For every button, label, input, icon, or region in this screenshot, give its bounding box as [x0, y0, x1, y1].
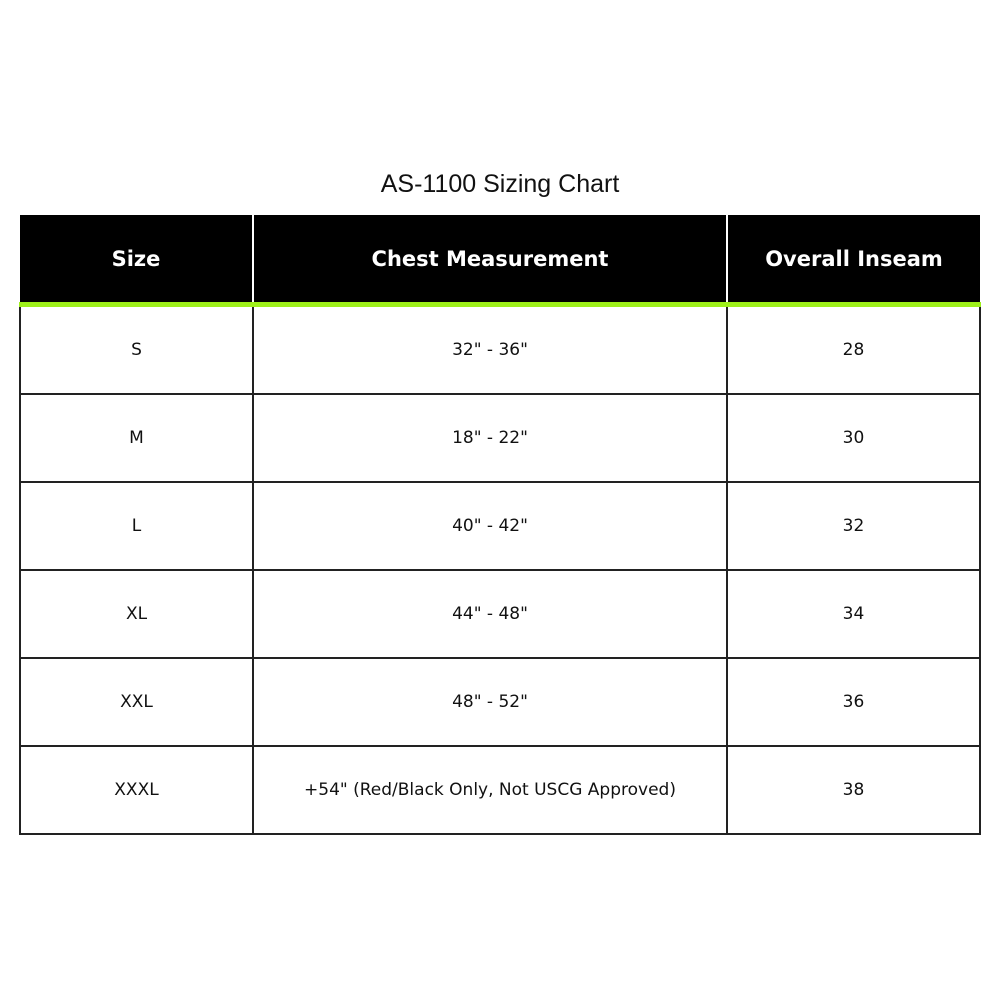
size-cell: L: [19, 481, 254, 571]
table-row: S 32" - 36" 28: [19, 303, 981, 395]
inseam-cell: 28: [726, 303, 981, 395]
chest-cell: +54" (Red/Black Only, Not USCG Approved): [252, 745, 728, 835]
inseam-cell: 38: [726, 745, 981, 835]
chest-cell: 44" - 48": [252, 569, 728, 659]
inseam-cell: 32: [726, 481, 981, 571]
size-cell: M: [19, 393, 254, 483]
header-row: Size Chest Measurement Overall Inseam: [20, 215, 980, 307]
header-size: Size: [20, 215, 254, 307]
inseam-cell: 36: [726, 657, 981, 747]
chest-cell: 40" - 42": [252, 481, 728, 571]
header-inseam: Overall Inseam: [726, 215, 980, 307]
size-cell: XXL: [19, 657, 254, 747]
chest-cell: 32" - 36": [252, 303, 728, 395]
chart-title: AS-1100 Sizing Chart: [380, 170, 620, 198]
inseam-cell: 30: [726, 393, 981, 483]
chest-cell: 48" - 52": [252, 657, 728, 747]
table-row: XL 44" - 48" 34: [19, 569, 981, 659]
size-cell: S: [19, 303, 254, 395]
table-row: M 18" - 22" 30: [19, 393, 981, 483]
table-row: XXXL +54" (Red/Black Only, Not USCG Appro…: [19, 745, 981, 835]
inseam-cell: 34: [726, 569, 981, 659]
table-row: L 40" - 42" 32: [19, 481, 981, 571]
header-chest: Chest Measurement: [252, 215, 728, 307]
size-cell: XL: [19, 569, 254, 659]
table-row: XXL 48" - 52" 36: [19, 657, 981, 747]
size-cell: XXXL: [19, 745, 254, 835]
chest-cell: 18" - 22": [252, 393, 728, 483]
